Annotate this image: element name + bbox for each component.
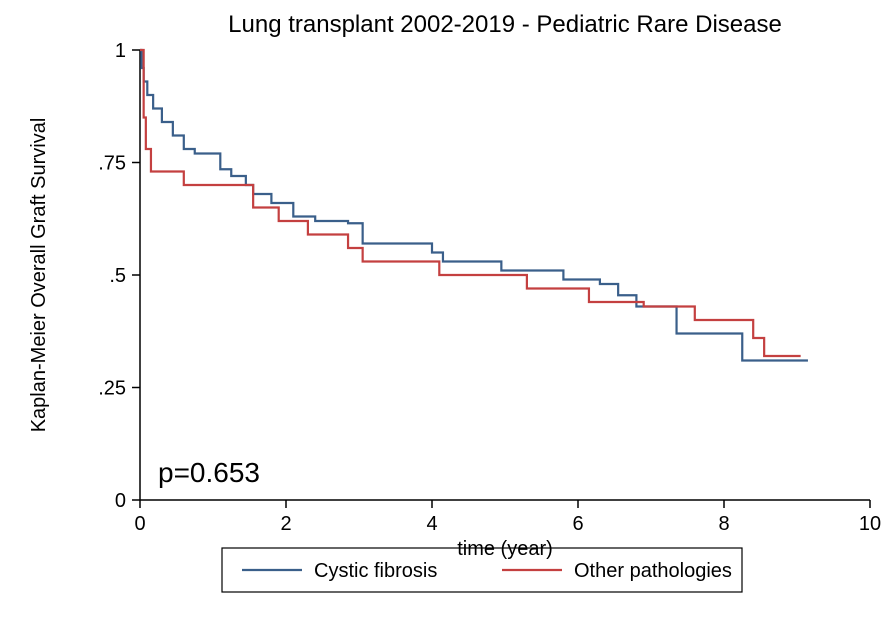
chart-svg: Lung transplant 2002-2019 - Pediatric Ra…: [0, 0, 896, 624]
x-tick-label: 8: [718, 513, 729, 535]
x-tick-label: 0: [134, 513, 145, 535]
x-tick-label: 10: [859, 513, 881, 535]
x-tick-label: 6: [572, 513, 583, 535]
y-tick-label: 0: [115, 490, 126, 512]
p-value: p=0.653: [158, 457, 260, 488]
y-tick-label: 1: [115, 40, 126, 62]
y-tick-label: .5: [109, 265, 126, 287]
x-tick-label: 4: [426, 513, 437, 535]
y-axis-label: Kaplan-Meier Overall Graft Survival: [28, 118, 50, 433]
legend-label: Other pathologies: [574, 560, 732, 582]
legend-label: Cystic fibrosis: [314, 560, 437, 582]
x-axis-label: time (year): [457, 538, 553, 560]
chart-title: Lung transplant 2002-2019 - Pediatric Ra…: [228, 11, 782, 38]
x-tick-label: 2: [280, 513, 291, 535]
y-tick-label: .25: [98, 378, 126, 400]
km-chart: Lung transplant 2002-2019 - Pediatric Ra…: [0, 0, 896, 624]
y-tick-label: .75: [98, 153, 126, 175]
